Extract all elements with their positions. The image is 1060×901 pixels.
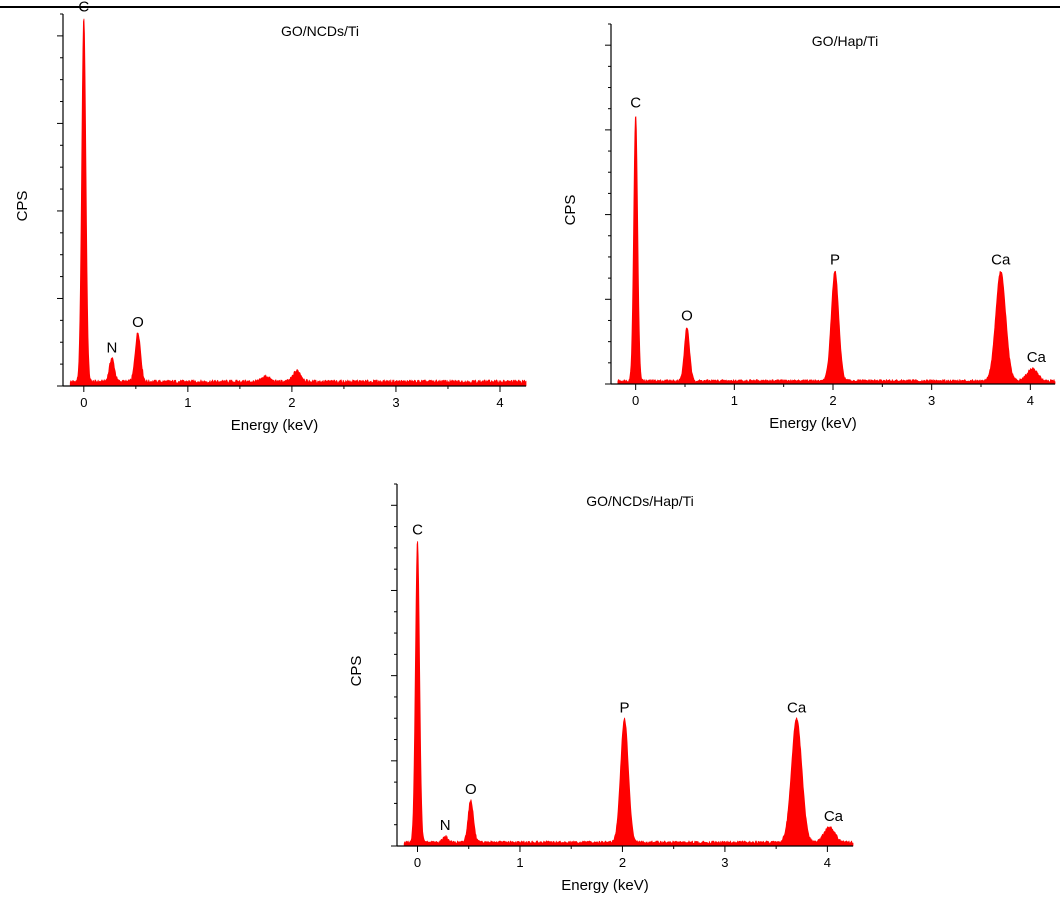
peak-label: C — [630, 94, 641, 111]
y-axis-title: CPS — [14, 191, 31, 222]
x-tick-label: 3 — [392, 395, 399, 410]
x-tick-label: 4 — [824, 855, 831, 870]
chart-title: GO/Hap/Ti — [812, 33, 878, 49]
y-axis-title: CPS — [562, 195, 579, 226]
x-tick-label: 4 — [496, 395, 503, 410]
peak-label: Ca — [824, 808, 844, 825]
x-tick-label: 0 — [414, 855, 421, 870]
x-tick-label: 1 — [516, 855, 523, 870]
peak-label: C — [412, 521, 423, 538]
peak-label: O — [132, 314, 144, 331]
peak-label: P — [830, 252, 840, 269]
panel-go-ncds-hap-ti: GO/NCDs/Hap/Ti C N O P Ca Ca 0 1 2 3 4 Energy (keV) C… — [348, 483, 854, 894]
x-axis-title: Energy (keV) — [769, 415, 857, 432]
x-axis-title: Energy (keV) — [561, 877, 649, 894]
spectrum-area — [403, 541, 854, 847]
x-tick-label: 0 — [632, 393, 639, 408]
top-rule — [0, 6, 1060, 8]
chart-title: GO/NCDs/Ti — [281, 23, 359, 39]
x-tick-label: 3 — [721, 855, 728, 870]
spectrum-area — [617, 116, 1056, 385]
panel-go-ncds-ti: GO/NCDs/TiCNO01234Energy (keV)CPS — [14, 0, 527, 434]
y-axis-title: CPS — [348, 656, 365, 687]
x-axis-title: Energy (keV) — [231, 417, 319, 434]
x-tick-label: 1 — [731, 393, 738, 408]
x-tick-label: 1 — [184, 395, 191, 410]
spectrum-area — [69, 18, 527, 387]
peak-label: N — [106, 339, 117, 356]
panel-go-hap-ti: GO/Hap/Ti C O P Ca Ca 0 1 2 3 4 Energy (keV) CPS — [562, 23, 1056, 432]
x-tick-label: 4 — [1027, 393, 1034, 408]
x-tick-label: 2 — [829, 393, 836, 408]
peak-label: Ca — [787, 699, 807, 716]
peak-label: O — [681, 308, 693, 325]
peak-label: Ca — [991, 252, 1011, 269]
x-tick-label: 2 — [619, 855, 626, 870]
x-tick-label: 3 — [928, 393, 935, 408]
peak-label: N — [440, 817, 451, 834]
peak-label: O — [465, 781, 477, 798]
chart-title: GO/NCDs/Hap/Ti — [586, 493, 694, 509]
peak-label: Ca — [1027, 349, 1047, 366]
peak-label: P — [619, 699, 629, 716]
x-tick-label: 2 — [288, 395, 295, 410]
x-tick-label: 0 — [80, 395, 87, 410]
